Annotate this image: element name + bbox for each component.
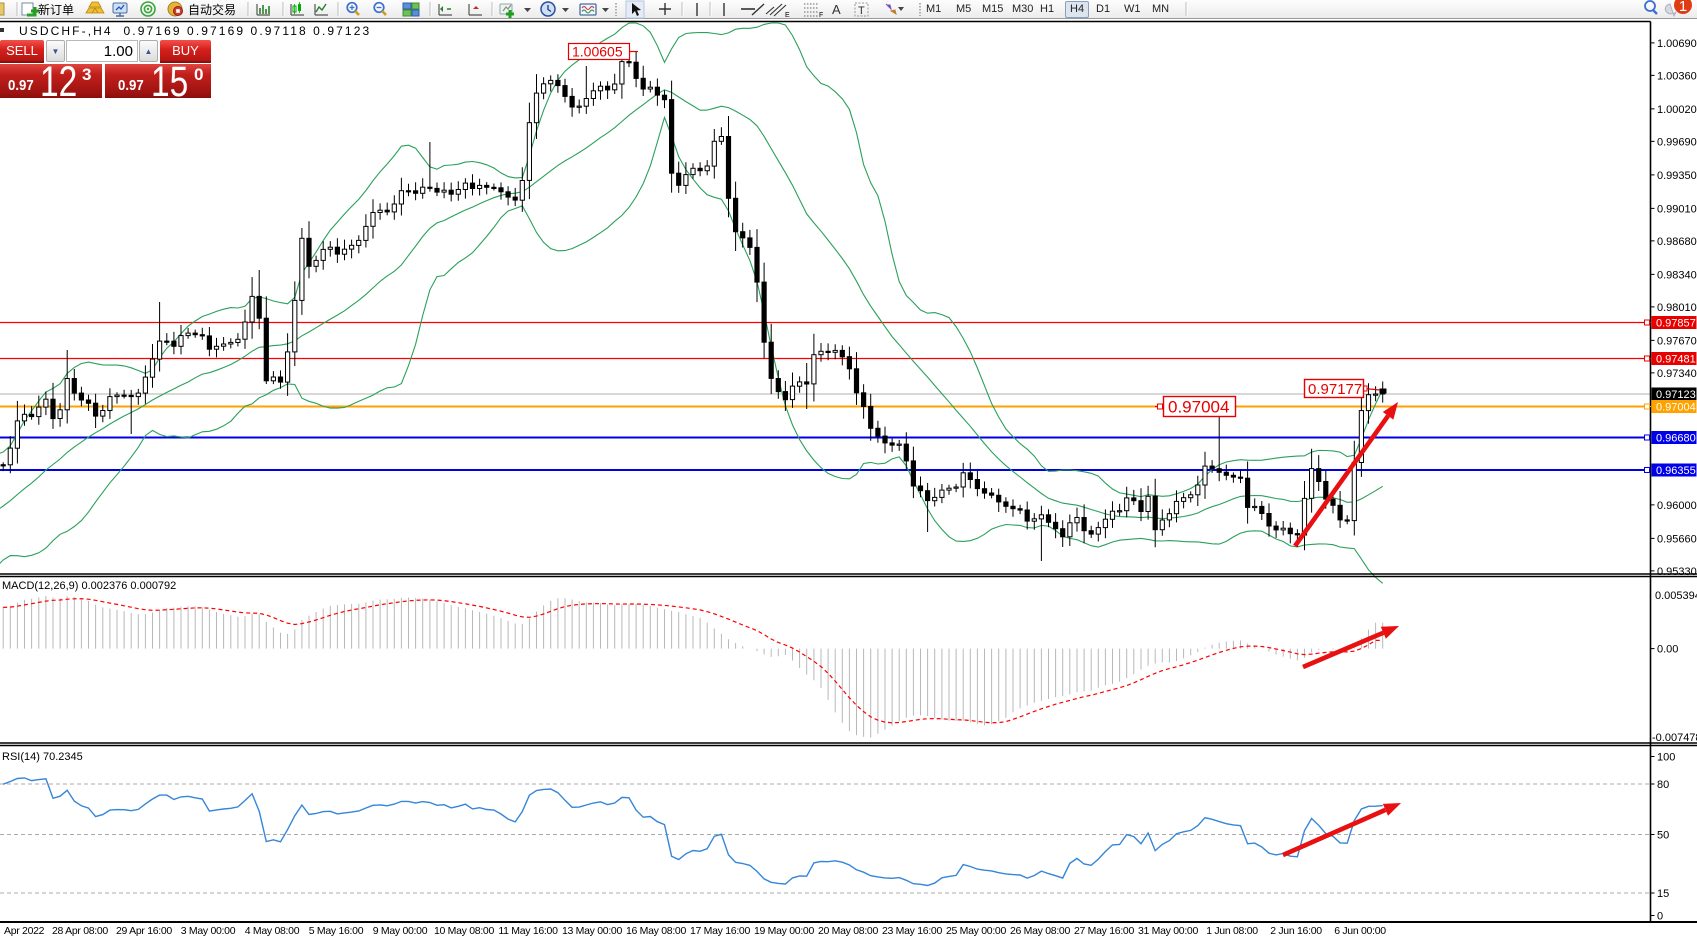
svg-text:0.96000: 0.96000 — [1657, 500, 1697, 512]
svg-text:100: 100 — [1657, 752, 1675, 764]
svg-text:0.97857: 0.97857 — [1656, 318, 1696, 330]
svg-text:28 Apr 08:00: 28 Apr 08:00 — [52, 925, 108, 937]
svg-text:RSI(14) 70.2345: RSI(14) 70.2345 — [2, 751, 83, 763]
svg-text:5 May 16:00: 5 May 16:00 — [309, 925, 364, 937]
svg-text:1.00605: 1.00605 — [572, 44, 623, 60]
svg-text:50: 50 — [1657, 830, 1669, 842]
svg-text:MACD(12,26,9) 0.002376 0.00079: MACD(12,26,9) 0.002376 0.000792 — [2, 580, 176, 592]
svg-text:0.95660: 0.95660 — [1657, 533, 1697, 545]
svg-text:29 Apr 16:00: 29 Apr 16:00 — [116, 925, 172, 937]
svg-text:0.96355: 0.96355 — [1656, 465, 1696, 477]
svg-text:1.00360: 1.00360 — [1657, 70, 1697, 82]
svg-text:20 May 08:00: 20 May 08:00 — [818, 925, 878, 937]
svg-text:自动交易: 自动交易 — [188, 2, 236, 17]
svg-text:2 Jun 16:00: 2 Jun 16:00 — [1270, 925, 1322, 937]
svg-text:0: 0 — [1657, 911, 1663, 923]
svg-text:新订单: 新订单 — [38, 2, 74, 17]
svg-text:0.97123: 0.97123 — [1656, 389, 1696, 401]
svg-text:0.99350: 0.99350 — [1657, 170, 1697, 182]
svg-text:Apr 2022: Apr 2022 — [4, 925, 45, 937]
svg-text:1 Jun 08:00: 1 Jun 08:00 — [1206, 925, 1258, 937]
svg-text:31 May 00:00: 31 May 00:00 — [1138, 925, 1198, 937]
svg-text:15: 15 — [1657, 888, 1669, 900]
svg-text:19 May 00:00: 19 May 00:00 — [754, 925, 814, 937]
svg-text:0.98680: 0.98680 — [1657, 236, 1697, 248]
svg-text:13 May 00:00: 13 May 00:00 — [562, 925, 622, 937]
svg-text:0.00: 0.00 — [1657, 644, 1678, 656]
svg-text:0.97340: 0.97340 — [1657, 368, 1697, 380]
svg-text:F: F — [819, 12, 823, 19]
svg-text:0.98010: 0.98010 — [1657, 302, 1697, 314]
svg-text:0.97004: 0.97004 — [1656, 402, 1696, 414]
svg-text:0.005394: 0.005394 — [1655, 590, 1697, 602]
svg-text:26 May 08:00: 26 May 08:00 — [1010, 925, 1070, 937]
svg-text:17 May 16:00: 17 May 16:00 — [690, 925, 750, 937]
svg-text:E: E — [785, 12, 790, 19]
svg-text:0.99690: 0.99690 — [1657, 136, 1697, 148]
svg-text:0.99010: 0.99010 — [1657, 203, 1697, 215]
svg-text:1: 1 — [1679, 0, 1687, 15]
svg-text:0.97004: 0.97004 — [1168, 398, 1229, 417]
svg-text:10 May 08:00: 10 May 08:00 — [434, 925, 494, 937]
svg-text:3 May 00:00: 3 May 00:00 — [181, 925, 236, 937]
svg-text:11 May 16:00: 11 May 16:00 — [498, 925, 558, 937]
svg-text:0.98340: 0.98340 — [1657, 269, 1697, 281]
svg-text:4 May 08:00: 4 May 08:00 — [245, 925, 300, 937]
svg-text:27 May 16:00: 27 May 16:00 — [1074, 925, 1134, 937]
svg-text:9 May 00:00: 9 May 00:00 — [373, 925, 428, 937]
svg-text:-0.007478: -0.007478 — [1652, 732, 1697, 744]
svg-text:0.95330: 0.95330 — [1657, 566, 1697, 578]
svg-text:T: T — [858, 5, 865, 17]
svg-text:25 May 00:00: 25 May 00:00 — [946, 925, 1006, 937]
svg-text:16 May 08:00: 16 May 08:00 — [626, 925, 686, 937]
svg-text:80: 80 — [1657, 779, 1669, 791]
svg-text:A: A — [832, 2, 841, 17]
svg-text:6 Jun 00:00: 6 Jun 00:00 — [1334, 925, 1386, 937]
svg-text:1.00020: 1.00020 — [1657, 104, 1697, 116]
svg-text:0.96680: 0.96680 — [1656, 433, 1696, 445]
svg-text:23 May 16:00: 23 May 16:00 — [882, 925, 942, 937]
svg-text:1.00690: 1.00690 — [1657, 38, 1697, 50]
svg-text:0.97177: 0.97177 — [1308, 381, 1362, 398]
svg-text:0.97481: 0.97481 — [1656, 354, 1696, 366]
svg-text:0.97670: 0.97670 — [1657, 335, 1697, 347]
